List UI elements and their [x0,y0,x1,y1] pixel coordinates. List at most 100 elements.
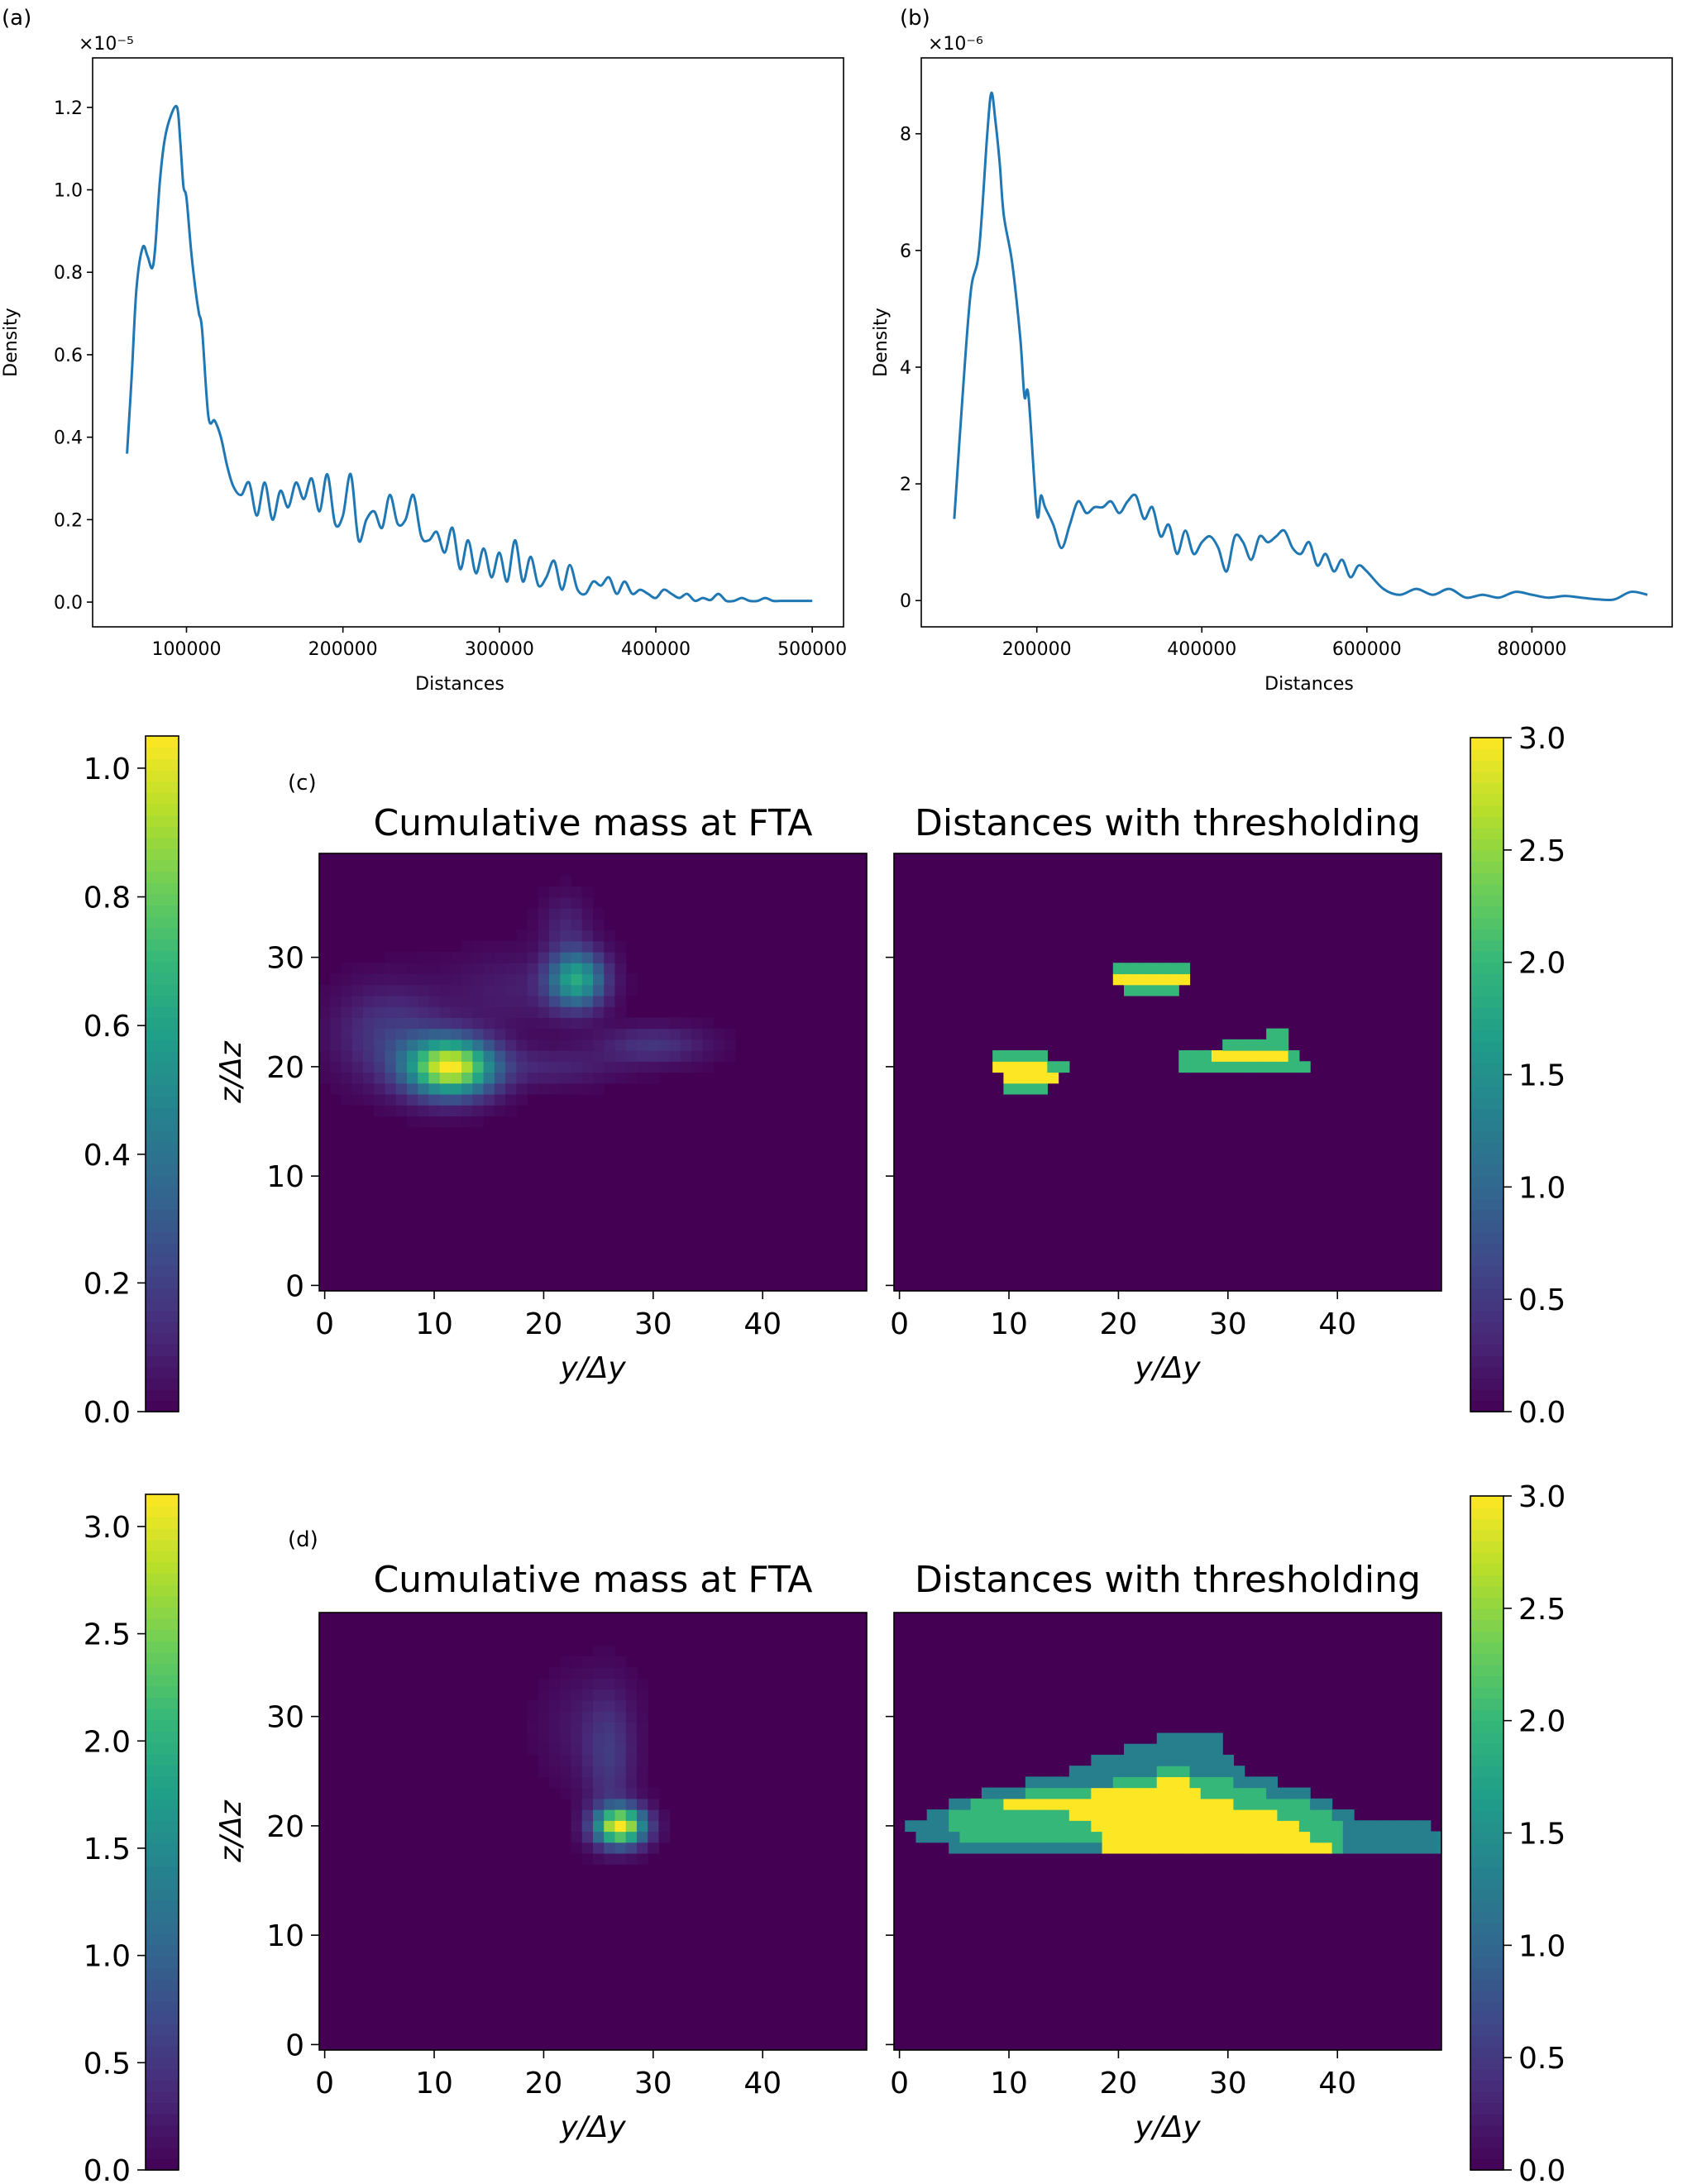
panel-d-threshold-cell [1233,1787,1245,1799]
panel-c-mass-cell [439,952,452,963]
panel-d-colorbar-right-gradient-step [1470,1810,1503,1823]
panel-c-mass-cell [636,1050,648,1062]
panel-d-threshold-cell [1178,1842,1191,1854]
panel-c-mass-cell [571,886,583,898]
panel-d-threshold-cell [1277,1842,1289,1854]
panel-d-threshold-cell [1168,1732,1179,1745]
panel-d-colorbar-left-gradient-step [146,2102,179,2115]
panel-d-mass-cell [625,1831,638,1843]
panel-c-colorbar-right-gradient-step [1470,1400,1503,1412]
panel-c-threshold-cell [1014,1050,1026,1062]
panel-c-mass-cell [505,940,517,953]
panel-c-colorbar-right-gradient-step [1470,1388,1503,1402]
panel-c-mass-cell [549,1082,561,1095]
panel-c-colorbar-left-gradient-step [146,983,179,996]
panel-d-threshold-cell [1255,1831,1267,1843]
panel-d-threshold-cell [1025,1820,1037,1833]
panel-c-colorbar-right-gradient-step [1470,1130,1503,1143]
panel-c-threshold-cell [1036,1061,1048,1073]
panel-a-xtick-label: 300000 [465,639,534,660]
panel-c-mass-cell [494,1082,506,1095]
panel-d-mass-cell [593,1798,605,1810]
panel-c-colorbar-left-gradient-step [146,769,179,782]
panel-d-threshold-cell [1298,1787,1311,1799]
panel-c-colorbar-right-gradient-step [1470,1299,1503,1312]
panel-d-mass-cell [593,1722,605,1734]
panel-c-mass-cell [385,1006,397,1018]
panel-c-mass-cell [406,1028,418,1040]
panel-c-mass-cell [472,1072,485,1084]
panel-a-ytick-label: 1.0 [54,181,83,202]
panel-d-threshold-xtick-label: 30 [1209,2067,1247,2100]
panel-c-mass-cell [351,1028,364,1040]
panel-d-colorbar-right-gradient-step [1470,1866,1503,1879]
panel-d-colorbar-right-tick-label: 1.5 [1518,1818,1566,1852]
panel-d-colorbar-right-gradient-step [1470,1575,1503,1587]
panel-c-colorbar-left-gradient-step [146,882,179,895]
panel-d-threshold-cell [1386,1831,1398,1843]
panel-d-threshold-cell [1102,1842,1114,1854]
panel-d-mass-cell [560,1656,572,1668]
panel-c-mass-cell [362,1028,375,1040]
panel-d-colorbar-left-gradient-step [146,1854,179,1867]
panel-c-mass-cell [472,1006,485,1018]
panel-c-mass-cell [472,984,485,996]
panel-d-colorbar-right-gradient-step [1470,2102,1503,2115]
panel-c-mass-cell [428,963,441,975]
panel-c-mass-cell [581,919,594,931]
panel-c-mass-cell [636,1017,648,1030]
panel-c-mass-cell [341,1017,353,1030]
panel-d-mass-cell [593,1787,605,1799]
panel-d-threshold-cell [1255,1809,1267,1821]
panel-d-mass-ylabel: z/Δz [214,1799,248,1863]
panel-d-colorbar-left-gradient-step [146,1922,179,1934]
panel-d-mass-cell [604,1831,616,1843]
panel-c-mass-cell [516,984,528,996]
panel-c-threshold-cell [1014,1082,1026,1095]
panel-c-mass-cell [428,973,441,986]
panel-d-colorbar-left-gradient-step [146,1494,179,1507]
panel-c-mass-cell [461,1116,473,1128]
panel-c-mass-cell [538,908,550,920]
panel-d-colorbar-left-gradient-step [146,1967,179,1980]
panel-c-mass-cell [581,1061,594,1073]
panel-c-mass-cell [571,908,583,920]
panel-d-mass-cell [571,1667,583,1679]
panel-d-threshold-cell [1310,1842,1322,1854]
panel-c-mass-cell [406,1039,418,1051]
panel-c-mass-cell [560,1017,572,1030]
panel-d-colorbar-left-gradient-step [146,1629,179,1642]
panel-d-colorbar-right-gradient-step [1470,2001,1503,2014]
panel-d-threshold-cell [1233,1831,1245,1843]
panel-d-colorbar-left-gradient-step [146,1809,179,1822]
panel-c-mass-cell [450,1039,462,1051]
panel-d-colorbar-right-gradient-step [1470,1732,1503,1744]
panel-c-mass-cell [483,984,495,996]
panel-d-colorbar-right-gradient-step [1470,1754,1503,1766]
panel-c-mass-cell [604,963,616,975]
panel-d-mass-cell [614,1656,627,1668]
panel-d-colorbar-right-gradient-step [1470,2068,1503,2081]
panel-c-mass-cell [614,973,627,986]
panel-d-threshold-cell [949,1820,961,1833]
panel-c-mass-cell [385,1072,397,1084]
panel-d-threshold-cell [981,1831,993,1843]
panel-c-mass-cell [516,1006,528,1018]
panel-c-threshold-cell [1266,1061,1278,1073]
panel-d-mass-cell [636,1842,648,1854]
panel-c-mass-cell [494,984,506,996]
panel-d-mass-cell [560,1766,572,1777]
panel-d-colorbar-left-gradient-step [146,2136,179,2148]
panel-c-colorbar-right-tick-label: 1.5 [1518,1059,1566,1093]
panel-c-colorbar-left-tick-label: 0.0 [84,1396,131,1430]
panel-d-mass-cell [593,1809,605,1821]
panel-d-colorbar-left-gradient-step [146,1708,179,1721]
panel-c-mass-cell [538,952,550,963]
panel-d-threshold-cell [1277,1809,1289,1821]
panel-d-colorbar-right-gradient-step [1470,1776,1503,1789]
panel-d-threshold-cell [1408,1831,1421,1843]
panel-c-mass-cell [418,995,429,1007]
panel-d-mass-cell [593,1820,605,1833]
panel-d-mass-cell [636,1787,648,1799]
panel-d-threshold-cell [1408,1842,1421,1854]
